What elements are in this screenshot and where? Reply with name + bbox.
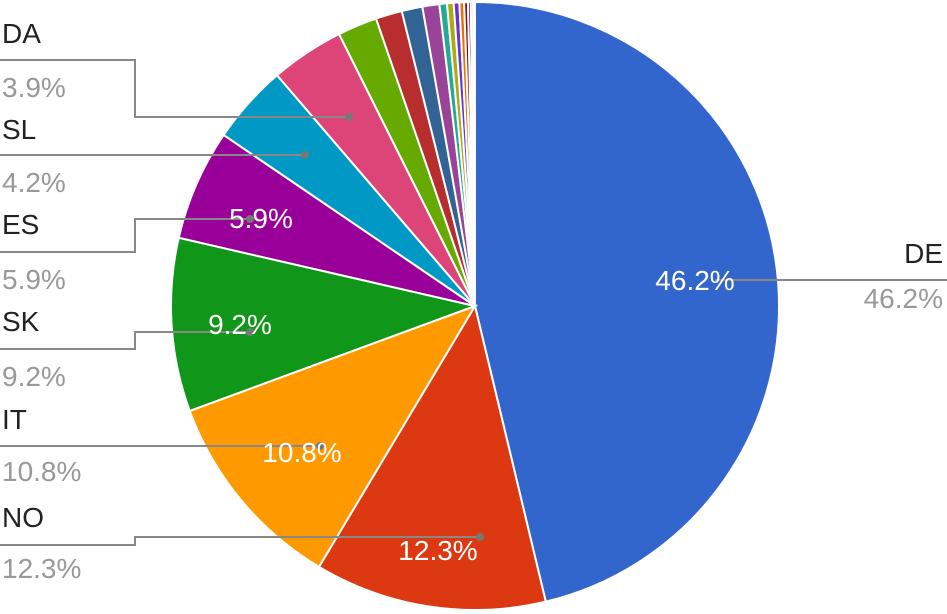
leader-lines <box>0 59 947 546</box>
leader-line-da <box>0 59 349 118</box>
pie-slice-small-18 <box>472 0 476 307</box>
outer-label-name-da: DA <box>2 18 41 49</box>
outer-label-pct-da: 3.9% <box>2 72 66 103</box>
leader-line-no <box>0 536 480 546</box>
outer-label-pct-es: 5.9% <box>2 264 66 295</box>
outer-label-name-sk: SK <box>2 306 40 337</box>
pie-slice-de <box>474 0 781 603</box>
outer-label-pct-de: 46.2% <box>864 283 943 314</box>
outer-labels: DE 46.2% NO 12.3% IT 10.8% SK 9.2% ES 5.… <box>2 18 943 584</box>
pie-slice-sk <box>169 236 479 413</box>
inner-label-no: 12.3% <box>398 535 477 566</box>
leader-dot-es <box>246 215 254 223</box>
leader-line-sk <box>0 331 250 350</box>
outer-label-name-sl: SL <box>2 114 36 145</box>
leader-dot-sl <box>301 151 309 159</box>
leader-dot-it <box>316 442 324 450</box>
outer-label-name-no: NO <box>2 502 44 533</box>
leader-dot-no <box>476 533 484 541</box>
inner-label-es: 5.9% <box>229 203 293 234</box>
leader-dot-sk <box>246 328 254 336</box>
outer-label-pct-sk: 9.2% <box>2 361 66 392</box>
inner-labels: 46.2% 12.3% 10.8% 9.2% 5.9% <box>208 203 735 566</box>
outer-label-name-de: DE <box>904 238 943 269</box>
leader-dot-da <box>345 113 353 121</box>
inner-label-de: 46.2% <box>655 265 734 296</box>
pie-slice-it <box>188 304 478 569</box>
inner-label-it: 10.8% <box>262 437 341 468</box>
outer-label-pct-it: 10.8% <box>2 456 81 487</box>
outer-label-name-it: IT <box>2 404 27 435</box>
leader-line-es <box>0 218 250 253</box>
outer-label-name-es: ES <box>2 209 39 240</box>
inner-label-sk: 9.2% <box>208 309 272 340</box>
pie-slice-no <box>317 303 547 611</box>
outer-label-pct-sl: 4.2% <box>2 167 66 198</box>
pie-slices <box>169 0 781 611</box>
outer-label-pct-no: 12.3% <box>2 553 81 584</box>
